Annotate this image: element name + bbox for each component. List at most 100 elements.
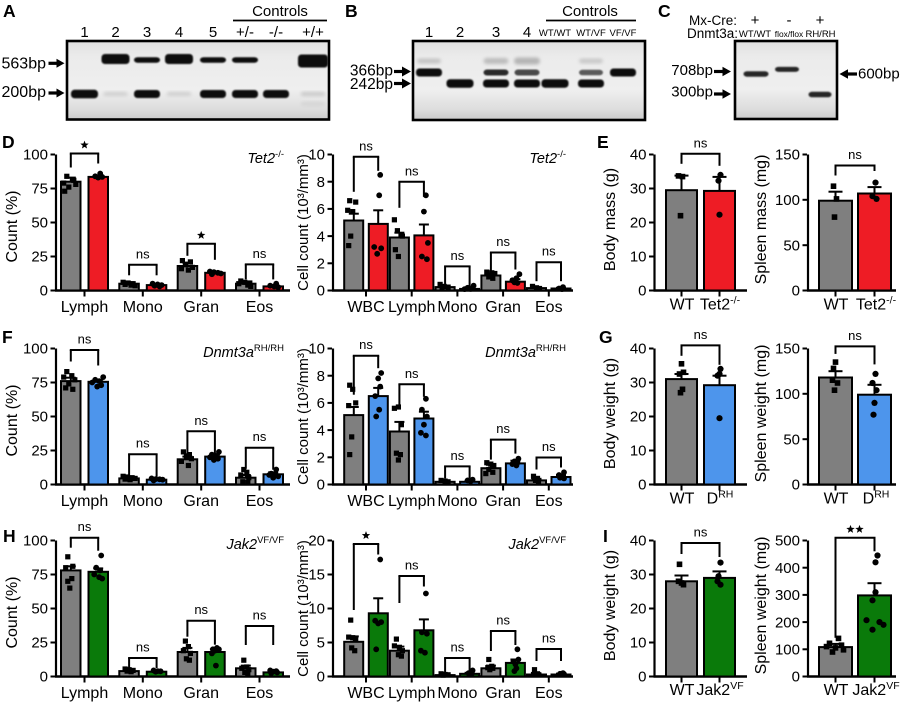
svg-text:2: 2 (317, 256, 325, 273)
svg-text:20: 20 (308, 533, 325, 550)
svg-text:WT: WT (670, 491, 695, 508)
svg-text:Dnmt3a:: Dnmt3a: (687, 26, 738, 41)
svg-text:25: 25 (31, 249, 48, 266)
svg-text:300: 300 (775, 587, 800, 604)
svg-text:-/-: -/- (269, 24, 283, 41)
svg-text:242bp: 242bp (350, 76, 393, 93)
svg-text:+/-: +/- (236, 24, 254, 41)
svg-text:200: 200 (775, 614, 800, 631)
svg-text:Lymph: Lymph (61, 299, 108, 316)
svg-text:10: 10 (630, 635, 647, 652)
svg-text:WT/WT: WT/WT (539, 28, 571, 39)
svg-text:ns: ns (405, 366, 419, 381)
svg-text:10: 10 (308, 147, 325, 164)
svg-text:400: 400 (775, 560, 800, 577)
svg-text:WT: WT (670, 682, 695, 699)
svg-text:Lymph: Lymph (61, 685, 108, 702)
svg-text:Eos: Eos (246, 299, 274, 316)
svg-text:WT: WT (824, 491, 849, 508)
svg-text:ns: ns (451, 448, 465, 463)
svg-text:10: 10 (308, 601, 325, 618)
svg-text:40: 40 (630, 533, 647, 550)
svg-text:Spleen weight (mg): Spleen weight (mg) (753, 537, 770, 675)
svg-text:F: F (2, 327, 13, 347)
svg-text:100: 100 (775, 192, 800, 209)
svg-text:150: 150 (775, 147, 800, 164)
svg-text:Mx-Cre:: Mx-Cre: (689, 13, 737, 28)
svg-text:RH/RH: RH/RH (805, 29, 835, 40)
svg-text:600bp: 600bp (858, 66, 900, 83)
svg-text:1: 1 (80, 24, 88, 41)
svg-text:Mono: Mono (123, 685, 163, 702)
svg-text:15: 15 (308, 567, 325, 584)
svg-text:2: 2 (456, 24, 464, 41)
svg-text:Body mass (g): Body mass (g) (602, 168, 619, 271)
svg-text:Lymph: Lymph (388, 299, 435, 316)
svg-text:0: 0 (792, 477, 800, 494)
svg-text:563bp: 563bp (2, 56, 47, 73)
svg-text:Lymph: Lymph (388, 685, 435, 702)
svg-text:Tet2-/-: Tet2-/- (247, 149, 284, 167)
svg-text:20: 20 (630, 409, 647, 426)
svg-text:ns: ns (78, 332, 92, 347)
svg-text:Lymph: Lymph (61, 493, 108, 510)
svg-text:Spleen mass (mg): Spleen mass (mg) (753, 155, 770, 285)
svg-text:ns: ns (136, 436, 150, 451)
svg-text:25: 25 (31, 443, 48, 460)
svg-text:100: 100 (23, 341, 48, 358)
svg-text:50: 50 (31, 215, 48, 232)
svg-text:ns: ns (253, 429, 267, 444)
svg-text:4: 4 (175, 24, 183, 41)
svg-text:0: 0 (638, 477, 646, 494)
svg-text:30: 30 (630, 375, 647, 392)
svg-text:Gran: Gran (183, 299, 219, 316)
svg-text:0: 0 (638, 669, 646, 686)
svg-text:ns: ns (542, 244, 556, 259)
svg-text:200bp: 200bp (2, 84, 47, 101)
svg-text:ns: ns (694, 525, 708, 540)
svg-text:Controls: Controls (562, 3, 618, 20)
svg-text:8: 8 (317, 368, 325, 385)
svg-text:ns: ns (136, 640, 150, 655)
svg-text:Eos: Eos (246, 685, 274, 702)
svg-text:100: 100 (23, 533, 48, 550)
svg-text:Mono: Mono (437, 299, 477, 316)
svg-text:ns: ns (451, 248, 465, 263)
svg-text:25: 25 (31, 635, 48, 652)
svg-text:ns: ns (451, 640, 465, 655)
svg-text:100: 100 (775, 642, 800, 659)
svg-text:75: 75 (31, 375, 48, 392)
svg-text:6: 6 (317, 201, 325, 218)
svg-text:40: 40 (630, 341, 647, 358)
svg-text:Count (%): Count (%) (4, 576, 21, 648)
svg-text:ns: ns (253, 608, 267, 623)
svg-text:300bp: 300bp (671, 84, 713, 101)
svg-text:G: G (599, 327, 613, 347)
svg-text:Count (%): Count (%) (4, 384, 21, 456)
svg-text:Cell count (10³/mm³): Cell count (10³/mm³) (295, 348, 312, 485)
svg-text:40: 40 (630, 147, 647, 164)
svg-text:75: 75 (31, 567, 48, 584)
svg-text:0: 0 (792, 669, 800, 686)
svg-text:5: 5 (317, 635, 325, 652)
svg-text:WBC: WBC (347, 685, 384, 702)
svg-text:Mono: Mono (437, 493, 477, 510)
svg-text:ns: ns (405, 558, 419, 573)
svg-text:Cell count (10³/mm³): Cell count (10³/mm³) (295, 540, 312, 677)
svg-text:5: 5 (209, 24, 217, 41)
svg-text:10: 10 (630, 249, 647, 266)
svg-text:ns: ns (78, 519, 92, 534)
svg-text:ns: ns (694, 135, 708, 150)
svg-text:Gran: Gran (183, 685, 219, 702)
svg-text:6: 6 (317, 395, 325, 412)
svg-text:30: 30 (630, 567, 647, 584)
svg-text:1: 1 (425, 24, 433, 41)
svg-text:Mono: Mono (123, 299, 163, 316)
svg-text:Eos: Eos (535, 685, 563, 702)
svg-text:ns: ns (542, 631, 556, 646)
svg-text:8: 8 (317, 174, 325, 191)
svg-text:Spleen weight (mg): Spleen weight (mg) (753, 345, 770, 483)
svg-text:2: 2 (317, 450, 325, 467)
svg-text:4: 4 (523, 24, 531, 41)
svg-text:WT/VF: WT/VF (576, 28, 606, 39)
